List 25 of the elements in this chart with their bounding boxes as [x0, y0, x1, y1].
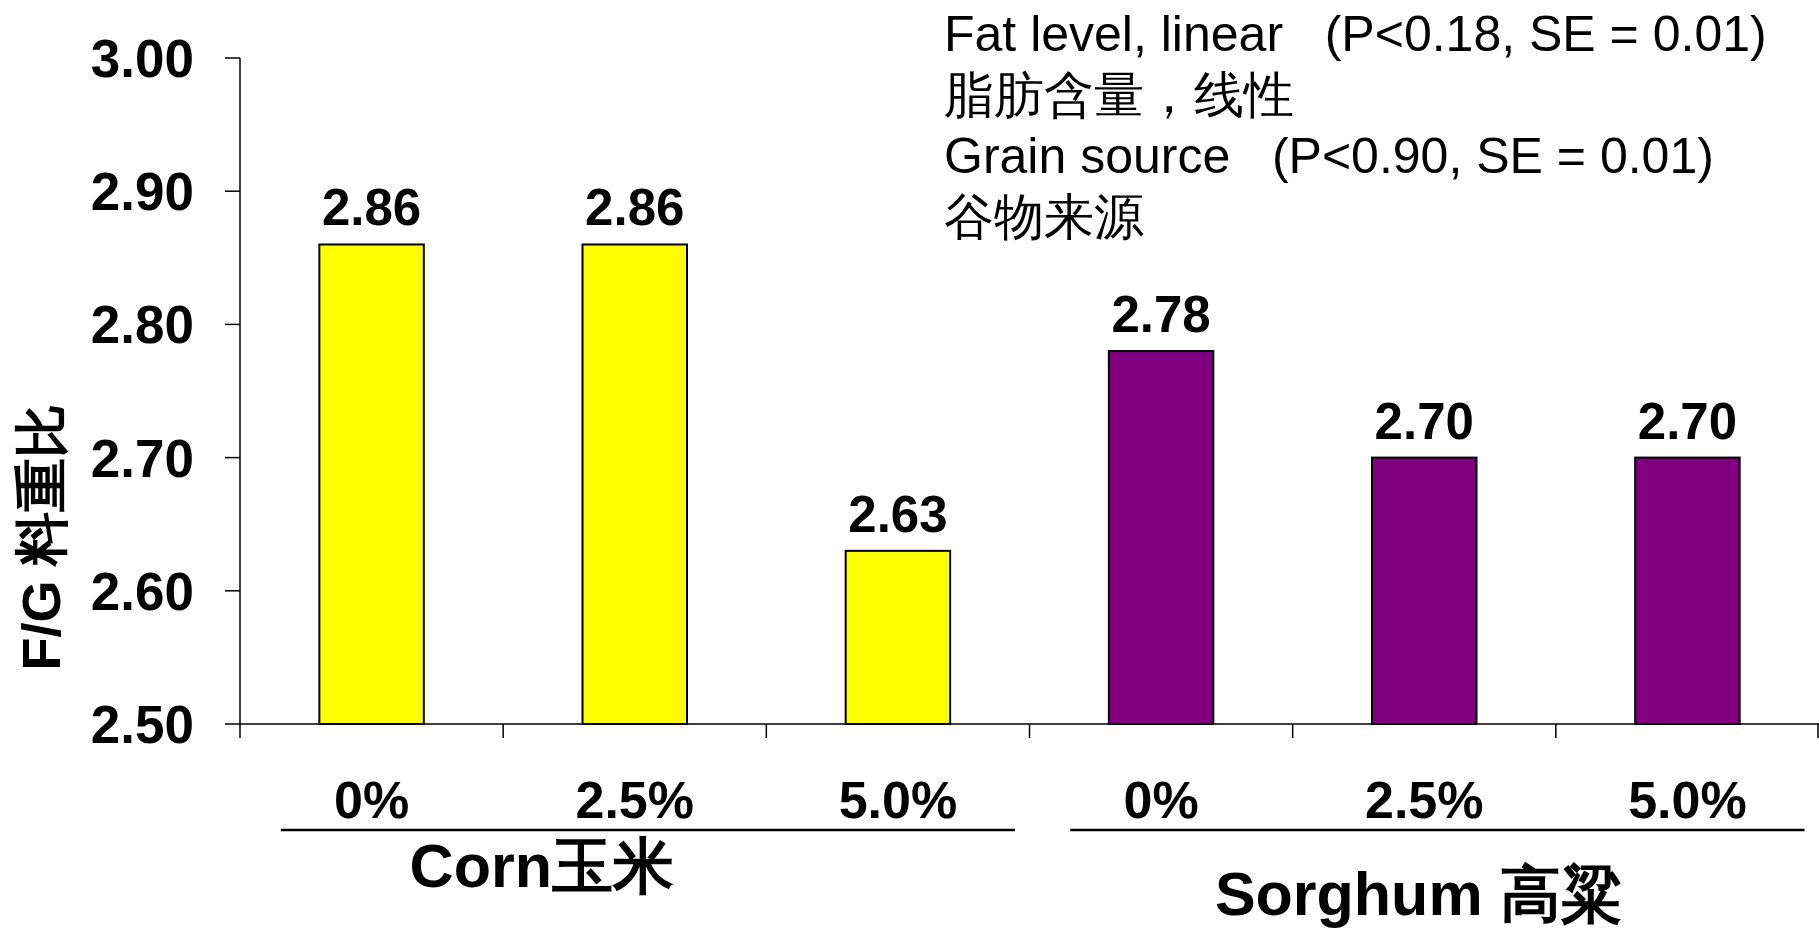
y-tick-label: 2.60: [90, 561, 194, 621]
x-tick-label: 5.0%: [1628, 771, 1747, 829]
annotation: Fat level, linear (P<0.18, SE = 0.01): [944, 6, 1767, 62]
data-label: 2.86: [585, 179, 685, 237]
annotation: 谷物来源: [944, 189, 1144, 245]
data-label: 2.63: [848, 485, 948, 543]
y-tick-label: 2.80: [90, 295, 194, 355]
series-name: Sorghum 高粱: [1214, 860, 1622, 928]
annotation: 脂肪含量，线性: [944, 67, 1294, 123]
y-tick-label: 3.00: [90, 29, 194, 88]
x-tick-label: 2.5%: [575, 771, 694, 829]
y-tick-label: 2.90: [90, 162, 194, 222]
data-label: 2.70: [1637, 392, 1738, 450]
x-tick-label: 0%: [334, 771, 410, 829]
x-tick-label: 5.0%: [838, 771, 958, 829]
data-label: 2.78: [1111, 286, 1211, 344]
y-tick-label: 2.70: [90, 428, 194, 488]
data-label: 2.70: [1374, 392, 1474, 450]
x-tick-label: 0%: [1123, 771, 1199, 829]
annotation: Grain source (P<0.90, SE = 0.01): [944, 128, 1714, 184]
series-name: Corn玉米: [409, 832, 674, 900]
x-tick-label: 2.5%: [1365, 771, 1484, 829]
y-tick-label: 2.50: [90, 695, 194, 754]
data-label: 2.86: [321, 179, 422, 237]
y-axis-title: F/G 料重比: [11, 403, 71, 671]
